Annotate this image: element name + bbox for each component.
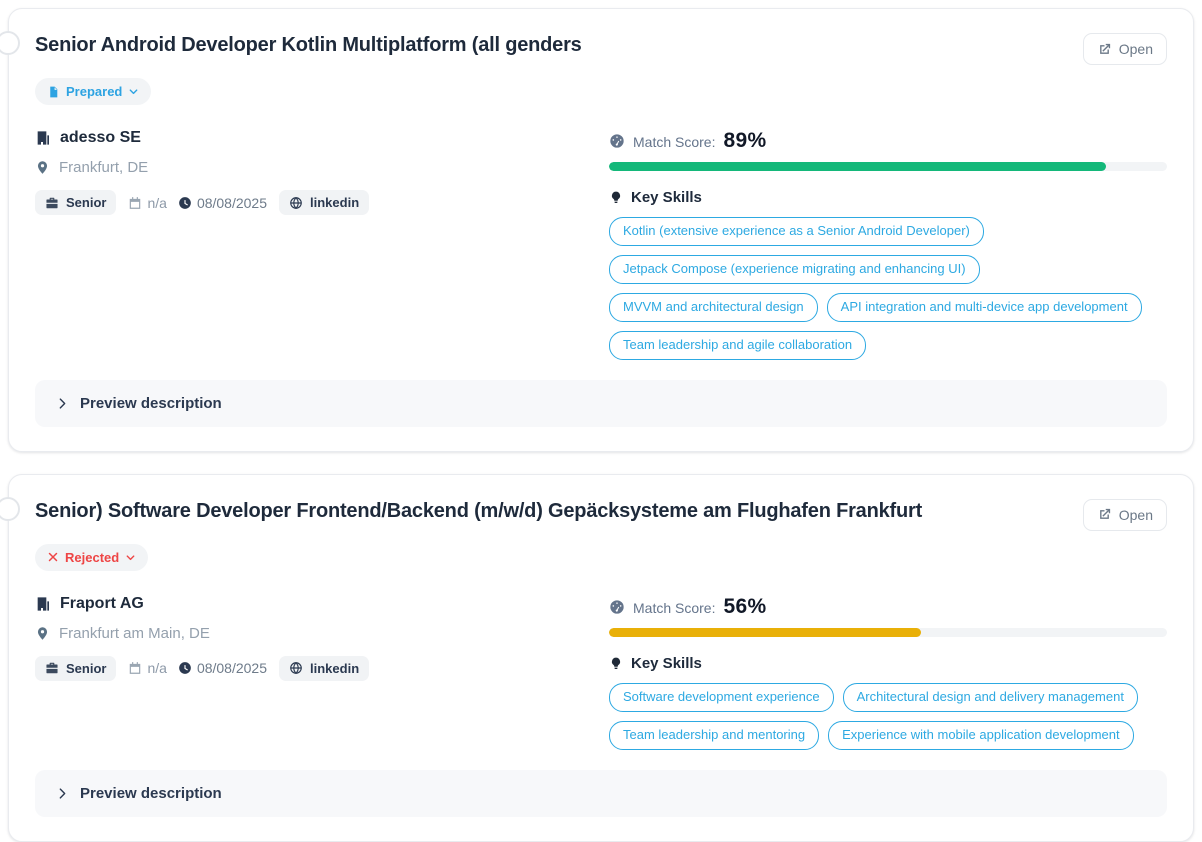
open-button-label: Open: [1118, 506, 1153, 523]
key-skills-label: Key Skills: [631, 654, 702, 672]
tag-seniority: Senior: [35, 655, 117, 681]
match-score-value: 89%: [723, 129, 767, 152]
gauge-icon: [609, 133, 625, 149]
job-card: Senior) Software Developer Frontend/Back…: [0, 473, 1194, 842]
skill-chip: Team leadership and mentoring: [609, 720, 820, 750]
job-card: Senior Android Developer Kotlin Multipla…: [0, 8, 1194, 452]
match-progress-fill: [609, 162, 1106, 171]
open-button-label: Open: [1118, 41, 1153, 57]
skills-list: Kotlin (extensive experience as a Senior…: [609, 217, 1167, 360]
clock-icon: [178, 196, 192, 210]
building-icon: [35, 596, 51, 612]
company-column: Fraport AG Frankfurt am Main, DE Senior: [35, 595, 601, 681]
external-link-icon: [1097, 507, 1112, 522]
key-skills-label: Key Skills: [631, 189, 702, 206]
tag-date-label: 08/08/2025: [196, 194, 268, 211]
job-location: Frankfurt, DE: [59, 159, 149, 176]
skill-chip: Kotlin (extensive experience as a Senior…: [609, 217, 984, 246]
match-column: Match Score: 89% Key Skills Kotlin (exte…: [609, 129, 1167, 360]
skill-chip: MVVM and architectural design: [609, 292, 818, 322]
match-score-label: Match Score:: [633, 599, 716, 616]
external-link-icon: [1097, 42, 1112, 57]
preview-description-label: Preview description: [80, 394, 222, 412]
x-icon: [47, 551, 59, 563]
match-progress-track: [609, 627, 1167, 637]
match-score-label: Match Score:: [633, 134, 716, 150]
tag-source: linkedin: [279, 190, 370, 215]
select-job-radio[interactable]: [0, 31, 20, 55]
job-title: Senior Android Developer Kotlin Multipla…: [35, 34, 582, 56]
open-button[interactable]: Open: [1082, 33, 1167, 65]
skill-chip: Experience with mobile application devel…: [828, 720, 1134, 750]
tag-dates: n/a 08/08/2025: [128, 660, 267, 676]
match-progress-fill: [609, 627, 922, 637]
skill-chip: Architectural design and delivery manage…: [842, 682, 1138, 712]
company-column: adesso SE Frankfurt, DE Senior: [35, 129, 601, 215]
globe-icon: [289, 661, 303, 675]
job-location: Frankfurt am Main, DE: [59, 624, 210, 642]
skill-chip: Software development experience: [609, 682, 834, 712]
tag-seniority-label: Senior: [66, 660, 107, 676]
chevron-right-icon: [56, 787, 69, 800]
skill-chip: API integration and multi-device app dev…: [826, 292, 1142, 322]
status-label: Rejected: [65, 549, 120, 565]
match-score-value: 56%: [723, 594, 767, 618]
lightbulb-icon: [609, 190, 623, 205]
tag-source-label: linkedin: [310, 660, 360, 676]
gauge-icon: [609, 599, 625, 615]
tag-date-label: 08/08/2025: [196, 660, 268, 677]
globe-icon: [289, 196, 303, 210]
job-title: Senior) Software Developer Frontend/Back…: [35, 499, 923, 522]
clock-icon: [178, 661, 192, 675]
preview-description-toggle[interactable]: Preview description: [35, 769, 1167, 817]
skill-chip: Team leadership and agile collaboration: [609, 330, 867, 360]
document-icon: [47, 85, 60, 99]
status-badge[interactable]: Rejected: [35, 543, 149, 571]
tag-seniority-label: Senior: [66, 195, 107, 210]
calendar-icon: [128, 196, 142, 210]
skill-chip: Jetpack Compose (experience migrating an…: [609, 254, 980, 284]
company-name: Fraport AG: [60, 594, 144, 612]
tag-dates: n/a 08/08/2025: [128, 195, 267, 211]
open-button[interactable]: Open: [1082, 498, 1167, 531]
select-job-radio[interactable]: [0, 496, 20, 521]
tag-source: linkedin: [279, 655, 370, 681]
chevron-down-icon: [125, 552, 136, 563]
tag-deadline-label: n/a: [147, 660, 167, 677]
tag-deadline-label: n/a: [147, 194, 167, 211]
tag-source-label: linkedin: [310, 195, 360, 210]
briefcase-icon: [45, 661, 59, 675]
preview-description-toggle[interactable]: Preview description: [35, 379, 1167, 427]
chevron-down-icon: [128, 86, 139, 97]
lightbulb-icon: [609, 656, 623, 671]
status-badge[interactable]: Prepared: [35, 78, 152, 105]
chevron-right-icon: [56, 397, 69, 410]
status-label: Prepared: [66, 84, 123, 99]
match-column: Match Score: 56% Key Skills Software dev…: [609, 595, 1167, 750]
skills-list: Software development experience Architec…: [609, 682, 1167, 750]
location-pin-icon: [35, 160, 50, 175]
match-progress-track: [609, 162, 1167, 171]
briefcase-icon: [45, 196, 59, 210]
preview-description-label: Preview description: [80, 784, 222, 802]
location-pin-icon: [35, 626, 50, 641]
company-name: adesso SE: [60, 129, 141, 146]
building-icon: [35, 130, 51, 146]
calendar-icon: [128, 661, 142, 675]
tag-seniority: Senior: [35, 190, 117, 215]
